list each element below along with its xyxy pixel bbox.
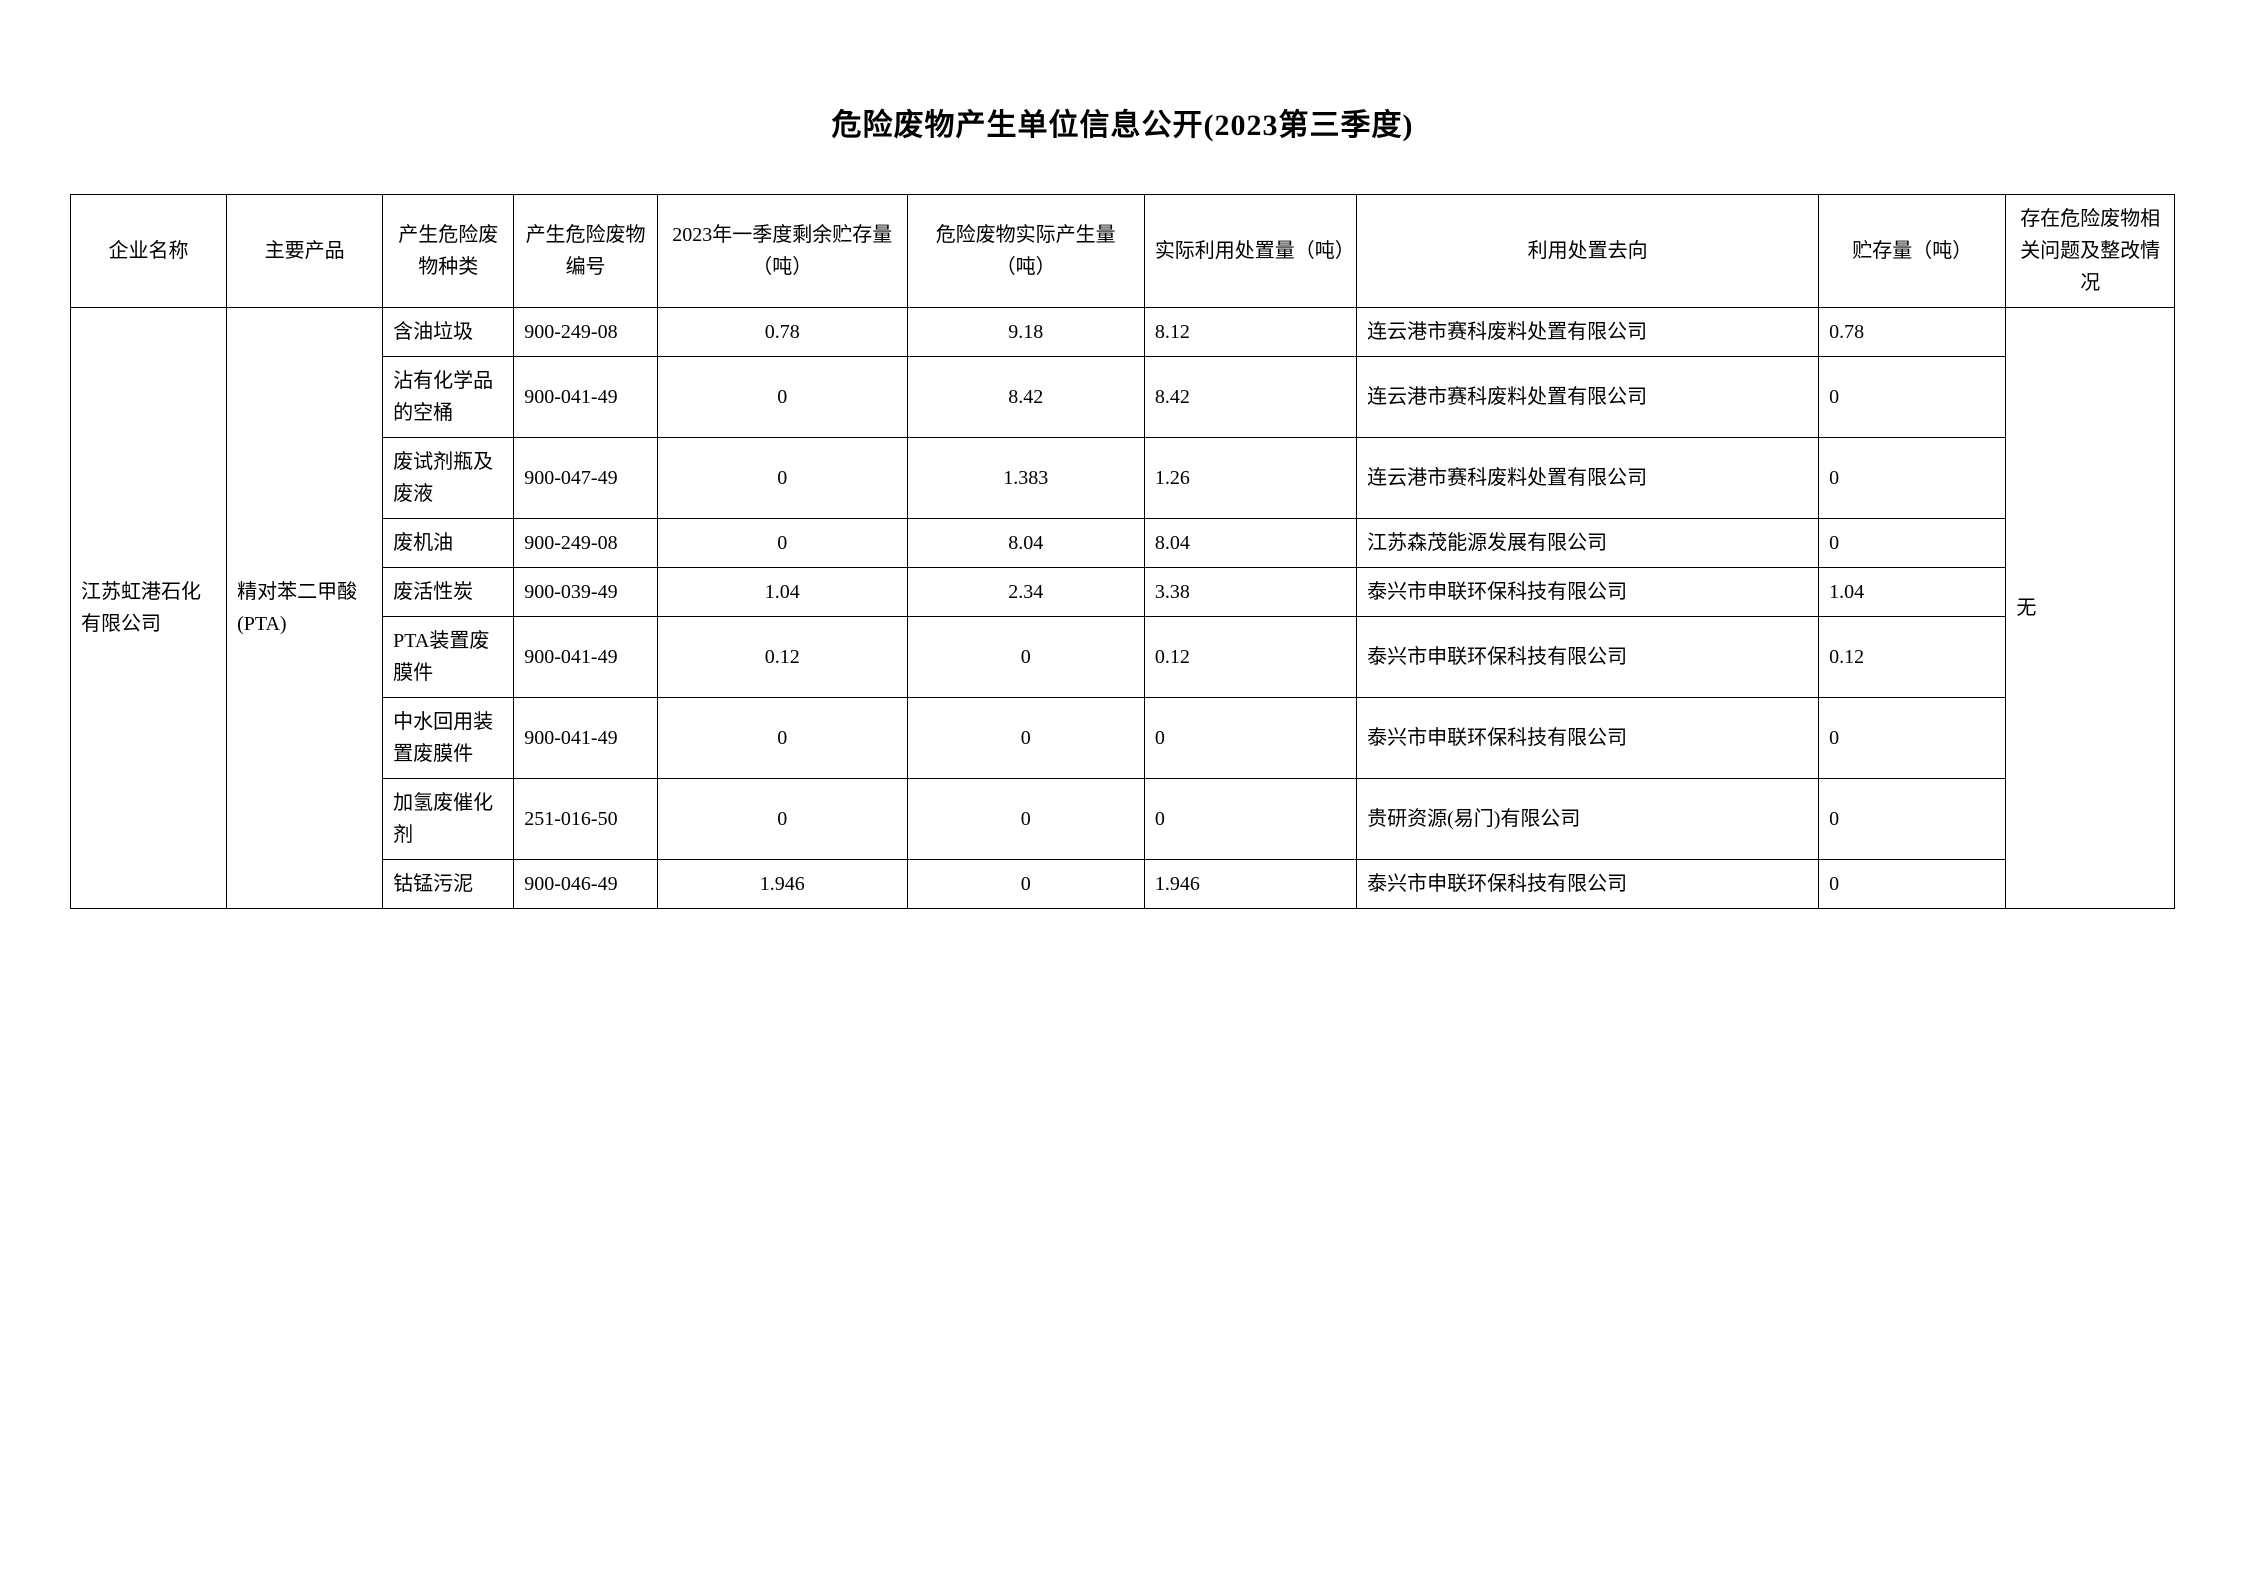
cell-issues: 无 <box>2006 308 2175 909</box>
cell-prev-stock: 0 <box>657 519 907 568</box>
cell-waste-type: 钴锰污泥 <box>383 860 514 909</box>
header-prev-stock: 2023年一季度剩余贮存量（吨） <box>657 195 907 308</box>
table-row: 废试剂瓶及废液 900-047-49 0 1.383 1.26 连云港市赛科废料… <box>71 438 2175 519</box>
cell-actual-disp: 1.946 <box>1144 860 1356 909</box>
cell-actual-disp: 0 <box>1144 779 1356 860</box>
cell-actual-gen: 1.383 <box>907 438 1144 519</box>
table-header-row: 企业名称 主要产品 产生危险废物种类 产生危险废物编号 2023年一季度剩余贮存… <box>71 195 2175 308</box>
table-row: 江苏虹港石化有限公司 精对苯二甲酸(PTA) 含油垃圾 900-249-08 0… <box>71 308 2175 357</box>
cell-waste-code: 900-249-08 <box>514 308 658 357</box>
cell-actual-gen: 9.18 <box>907 308 1144 357</box>
page-title: 危险废物产生单位信息公开(2023第三季度) <box>70 100 2175 144</box>
cell-actual-disp: 1.26 <box>1144 438 1356 519</box>
table-row: 废活性炭 900-039-49 1.04 2.34 3.38 泰兴市申联环保科技… <box>71 568 2175 617</box>
cell-waste-type: 废活性炭 <box>383 568 514 617</box>
cell-prev-stock: 1.946 <box>657 860 907 909</box>
cell-waste-code: 900-041-49 <box>514 698 658 779</box>
cell-actual-gen: 0 <box>907 860 1144 909</box>
cell-stock: 0 <box>1819 438 2006 519</box>
cell-actual-gen: 0 <box>907 617 1144 698</box>
cell-stock: 0.12 <box>1819 617 2006 698</box>
cell-stock: 0 <box>1819 698 2006 779</box>
cell-waste-type: 中水回用装置废膜件 <box>383 698 514 779</box>
table-body: 江苏虹港石化有限公司 精对苯二甲酸(PTA) 含油垃圾 900-249-08 0… <box>71 308 2175 909</box>
cell-destination: 连云港市赛科废料处置有限公司 <box>1357 438 1819 519</box>
cell-destination: 泰兴市申联环保科技有限公司 <box>1357 698 1819 779</box>
cell-product: 精对苯二甲酸(PTA) <box>227 308 383 909</box>
cell-stock: 0 <box>1819 779 2006 860</box>
header-waste-type: 产生危险废物种类 <box>383 195 514 308</box>
cell-waste-code: 900-249-08 <box>514 519 658 568</box>
cell-waste-type: 含油垃圾 <box>383 308 514 357</box>
cell-waste-code: 900-041-49 <box>514 617 658 698</box>
cell-actual-disp: 8.12 <box>1144 308 1356 357</box>
cell-destination: 泰兴市申联环保科技有限公司 <box>1357 617 1819 698</box>
cell-destination: 连云港市赛科废料处置有限公司 <box>1357 308 1819 357</box>
cell-prev-stock: 0 <box>657 779 907 860</box>
cell-stock: 0 <box>1819 357 2006 438</box>
cell-prev-stock: 0.12 <box>657 617 907 698</box>
cell-prev-stock: 0 <box>657 357 907 438</box>
table-row: 加氢废催化剂 251-016-50 0 0 0 贵研资源(易门)有限公司 0 <box>71 779 2175 860</box>
table-row: 中水回用装置废膜件 900-041-49 0 0 0 泰兴市申联环保科技有限公司… <box>71 698 2175 779</box>
cell-prev-stock: 0 <box>657 698 907 779</box>
page-container: 危险废物产生单位信息公开(2023第三季度) 企业名称 主要产品 产生危险废物种… <box>0 0 2245 1009</box>
header-issues: 存在危险废物相关问题及整改情况 <box>2006 195 2175 308</box>
cell-waste-code: 900-047-49 <box>514 438 658 519</box>
cell-actual-gen: 2.34 <box>907 568 1144 617</box>
cell-actual-gen: 0 <box>907 698 1144 779</box>
cell-waste-code: 251-016-50 <box>514 779 658 860</box>
cell-company: 江苏虹港石化有限公司 <box>71 308 227 909</box>
cell-actual-disp: 3.38 <box>1144 568 1356 617</box>
cell-stock: 1.04 <box>1819 568 2006 617</box>
cell-stock: 0.78 <box>1819 308 2006 357</box>
cell-waste-code: 900-041-49 <box>514 357 658 438</box>
cell-waste-type: 废机油 <box>383 519 514 568</box>
table-row: 钴锰污泥 900-046-49 1.946 0 1.946 泰兴市申联环保科技有… <box>71 860 2175 909</box>
cell-actual-disp: 0.12 <box>1144 617 1356 698</box>
table-row: 沾有化学品的空桶 900-041-49 0 8.42 8.42 连云港市赛科废料… <box>71 357 2175 438</box>
header-actual-gen: 危险废物实际产生量（吨） <box>907 195 1144 308</box>
cell-actual-gen: 8.04 <box>907 519 1144 568</box>
cell-actual-disp: 8.04 <box>1144 519 1356 568</box>
cell-destination: 泰兴市申联环保科技有限公司 <box>1357 568 1819 617</box>
cell-actual-gen: 0 <box>907 779 1144 860</box>
header-product: 主要产品 <box>227 195 383 308</box>
header-destination: 利用处置去向 <box>1357 195 1819 308</box>
cell-actual-disp: 0 <box>1144 698 1356 779</box>
cell-stock: 0 <box>1819 519 2006 568</box>
cell-waste-type: 废试剂瓶及废液 <box>383 438 514 519</box>
cell-prev-stock: 1.04 <box>657 568 907 617</box>
cell-waste-code: 900-039-49 <box>514 568 658 617</box>
cell-destination: 贵研资源(易门)有限公司 <box>1357 779 1819 860</box>
header-actual-disp: 实际利用处置量（吨） <box>1144 195 1356 308</box>
header-waste-code: 产生危险废物编号 <box>514 195 658 308</box>
cell-prev-stock: 0 <box>657 438 907 519</box>
cell-destination: 连云港市赛科废料处置有限公司 <box>1357 357 1819 438</box>
table-row: 废机油 900-249-08 0 8.04 8.04 江苏森茂能源发展有限公司 … <box>71 519 2175 568</box>
waste-disclosure-table: 企业名称 主要产品 产生危险废物种类 产生危险废物编号 2023年一季度剩余贮存… <box>70 194 2175 909</box>
cell-waste-code: 900-046-49 <box>514 860 658 909</box>
cell-waste-type: 加氢废催化剂 <box>383 779 514 860</box>
table-row: PTA装置废膜件 900-041-49 0.12 0 0.12 泰兴市申联环保科… <box>71 617 2175 698</box>
cell-stock: 0 <box>1819 860 2006 909</box>
cell-waste-type: PTA装置废膜件 <box>383 617 514 698</box>
cell-destination: 江苏森茂能源发展有限公司 <box>1357 519 1819 568</box>
header-stock: 贮存量（吨） <box>1819 195 2006 308</box>
cell-waste-type: 沾有化学品的空桶 <box>383 357 514 438</box>
cell-prev-stock: 0.78 <box>657 308 907 357</box>
cell-actual-gen: 8.42 <box>907 357 1144 438</box>
cell-actual-disp: 8.42 <box>1144 357 1356 438</box>
header-company: 企业名称 <box>71 195 227 308</box>
cell-destination: 泰兴市申联环保科技有限公司 <box>1357 860 1819 909</box>
